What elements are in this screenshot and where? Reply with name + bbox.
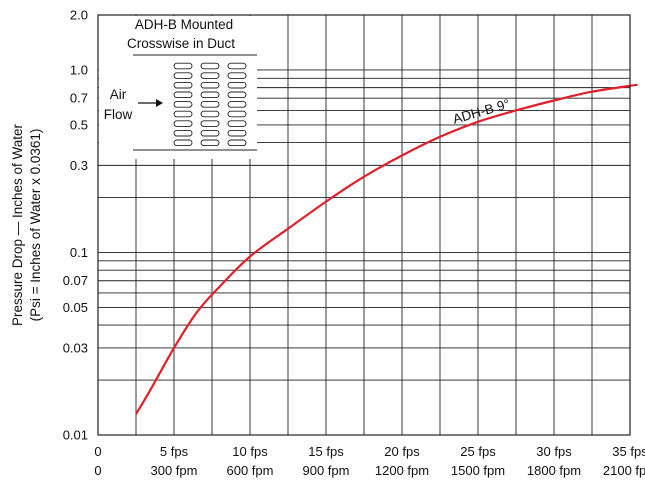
y-tick-label: 0.1 [70, 245, 88, 260]
y-tick-label: 0.07 [63, 273, 88, 288]
y-axis-ticks: 0.01 0.03 0.05 0.07 0.1 0.3 0.5 0.7 1.0 2.0 [63, 8, 88, 443]
blade-section [173, 81, 193, 89]
y-tick-label: 0.03 [63, 340, 88, 355]
blade-section [200, 129, 220, 137]
y-tick-label: 0.5 [70, 117, 88, 132]
y-tick-label: 0.05 [63, 300, 88, 315]
blade-section [227, 72, 247, 79]
blade-section [200, 101, 220, 108]
inset-title-line1: ADH-B Mounted [135, 17, 233, 32]
y-axis-label: Pressure Drop — Inches of Water [10, 123, 25, 326]
y-axis-sublabel: (Psi = Inches of Water x 0.0361) [28, 129, 43, 322]
blade-section [200, 110, 220, 118]
blade-section [173, 72, 193, 79]
y-tick-label: 1.0 [70, 62, 88, 77]
blade-section [173, 110, 193, 118]
y-tick-label: 2.0 [70, 8, 88, 23]
y-tick-label: 0.3 [70, 158, 88, 173]
blade-section [227, 139, 247, 147]
inset-diagram: ADH-B Mounted Crosswise in Duct Air Flow [99, 16, 257, 159]
blade-section [173, 62, 193, 70]
blade-section [173, 120, 193, 127]
inset-title-line2: Crosswise in Duct [127, 36, 235, 51]
series-label: ADH-B 9° [451, 96, 512, 127]
blade-section [200, 91, 220, 99]
blade-section [173, 101, 193, 108]
x-tick-label-fpm: 600 fpm [227, 463, 274, 478]
blade-section [200, 139, 220, 147]
flow-label: Flow [104, 107, 133, 122]
blade-section [227, 62, 247, 70]
grid [98, 15, 630, 435]
x-tick-label-fps: 15 fps [308, 444, 344, 459]
x-tick-label-fps: 5 fps [160, 444, 189, 459]
blade-section [173, 129, 193, 137]
y-tick-label: 0.7 [70, 91, 88, 106]
x-tick-label-fps: 35 fps [612, 444, 645, 459]
blade-section [227, 110, 247, 118]
blade-section [200, 62, 220, 70]
plot-frame [97, 14, 631, 436]
x-tick-label-fpm: 1200 fpm [375, 463, 429, 478]
blade-section [173, 91, 193, 99]
blade-section [227, 91, 247, 99]
flow-arrow-head [156, 99, 163, 107]
blade-section [227, 120, 247, 127]
x-tick-label-fps: 0 [94, 444, 101, 459]
x-tick-label-fpm: 1500 fpm [451, 463, 505, 478]
y-tick-label: 0.01 [63, 428, 88, 443]
blade-section [227, 81, 247, 89]
blade-section [200, 81, 220, 89]
blade-section [227, 101, 247, 108]
x-tick-label-fpm: 0 [94, 463, 101, 478]
series-line [135, 83, 638, 415]
blade-section [200, 72, 220, 79]
x-tick-label-fps: 20 fps [384, 444, 420, 459]
x-tick-label-fpm: 900 fpm [303, 463, 350, 478]
x-axis-ticks: 0 0 5 fps 300 fpm 10 fps 600 fpm 15 fps 900 fpm… [94, 444, 645, 478]
air-label: Air [110, 87, 127, 102]
x-tick-label-fps: 25 fps [460, 444, 496, 459]
x-tick-label-fpm: 2100 fpm [603, 463, 645, 478]
x-tick-label-fpm: 1800 fpm [527, 463, 581, 478]
x-tick-label-fps: 10 fps [232, 444, 268, 459]
blade-section [227, 129, 247, 137]
x-tick-label-fpm: 300 fpm [151, 463, 198, 478]
blade-section [173, 139, 193, 147]
x-tick-label-fps: 30 fps [536, 444, 572, 459]
blade-section [200, 120, 220, 127]
